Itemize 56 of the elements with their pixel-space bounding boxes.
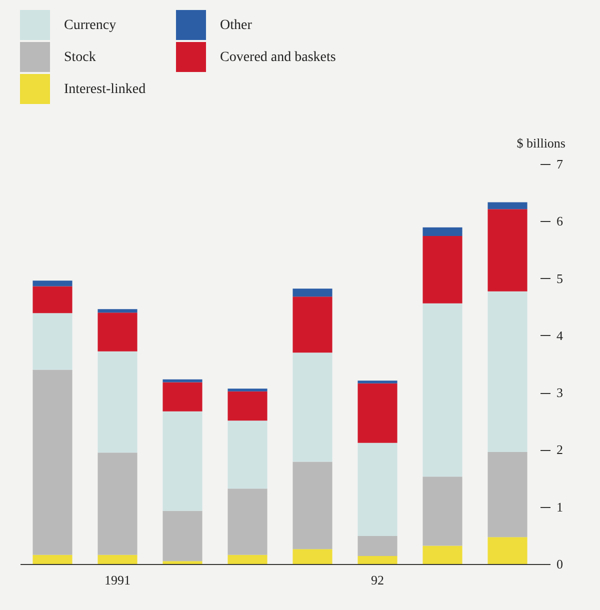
bar	[358, 556, 398, 564]
y-axis-title: $ billions	[516, 136, 566, 150]
bar	[488, 291, 528, 452]
bar	[98, 312, 138, 352]
bar	[32, 286, 72, 314]
bar	[98, 554, 138, 564]
bar	[488, 202, 528, 210]
legend-label: Covered and baskets	[220, 50, 336, 65]
legend-label: Other	[220, 18, 252, 33]
y-tick-label: 1	[556, 499, 563, 514]
bar	[488, 537, 528, 564]
bar	[292, 462, 332, 550]
bar	[292, 352, 332, 462]
legend-label: Stock	[64, 50, 96, 65]
bar	[292, 288, 332, 297]
y-tick-label: 4	[556, 328, 564, 343]
bar	[32, 554, 72, 564]
bar	[228, 420, 268, 489]
y-tick-label: 5	[556, 270, 563, 286]
y-tick-label: 3	[556, 385, 563, 400]
legend-label: Interest-linked	[64, 82, 146, 97]
bar	[358, 536, 398, 556]
bar	[228, 388, 268, 392]
y-tick-label: 7	[556, 156, 564, 172]
y-tick-label: 2	[556, 442, 563, 458]
bar	[98, 351, 138, 453]
bar	[228, 554, 268, 564]
bar	[228, 391, 268, 421]
bar	[98, 452, 138, 555]
bar	[488, 452, 528, 538]
bar	[162, 561, 202, 564]
y-tick-label: 6	[556, 214, 564, 229]
bar	[292, 549, 332, 564]
bar	[422, 476, 462, 546]
bar	[32, 280, 72, 286]
bar	[358, 380, 398, 384]
bar	[358, 383, 398, 443]
x-tick-label: 92	[371, 572, 384, 588]
bar	[422, 303, 462, 477]
bar	[162, 379, 202, 382]
bar	[292, 296, 332, 353]
legend-label: Currency	[64, 18, 116, 33]
bar	[162, 382, 202, 412]
bar	[32, 313, 72, 370]
bar	[162, 510, 202, 562]
bar	[422, 236, 462, 304]
bar	[98, 309, 138, 313]
bar	[358, 442, 398, 536]
y-tick-label: 0	[556, 556, 563, 572]
bar	[488, 209, 528, 292]
bar	[162, 411, 202, 511]
bar	[32, 370, 72, 555]
bar	[422, 546, 462, 564]
bar	[422, 227, 462, 236]
x-tick-label: 1991	[104, 572, 130, 588]
bar	[228, 488, 268, 555]
